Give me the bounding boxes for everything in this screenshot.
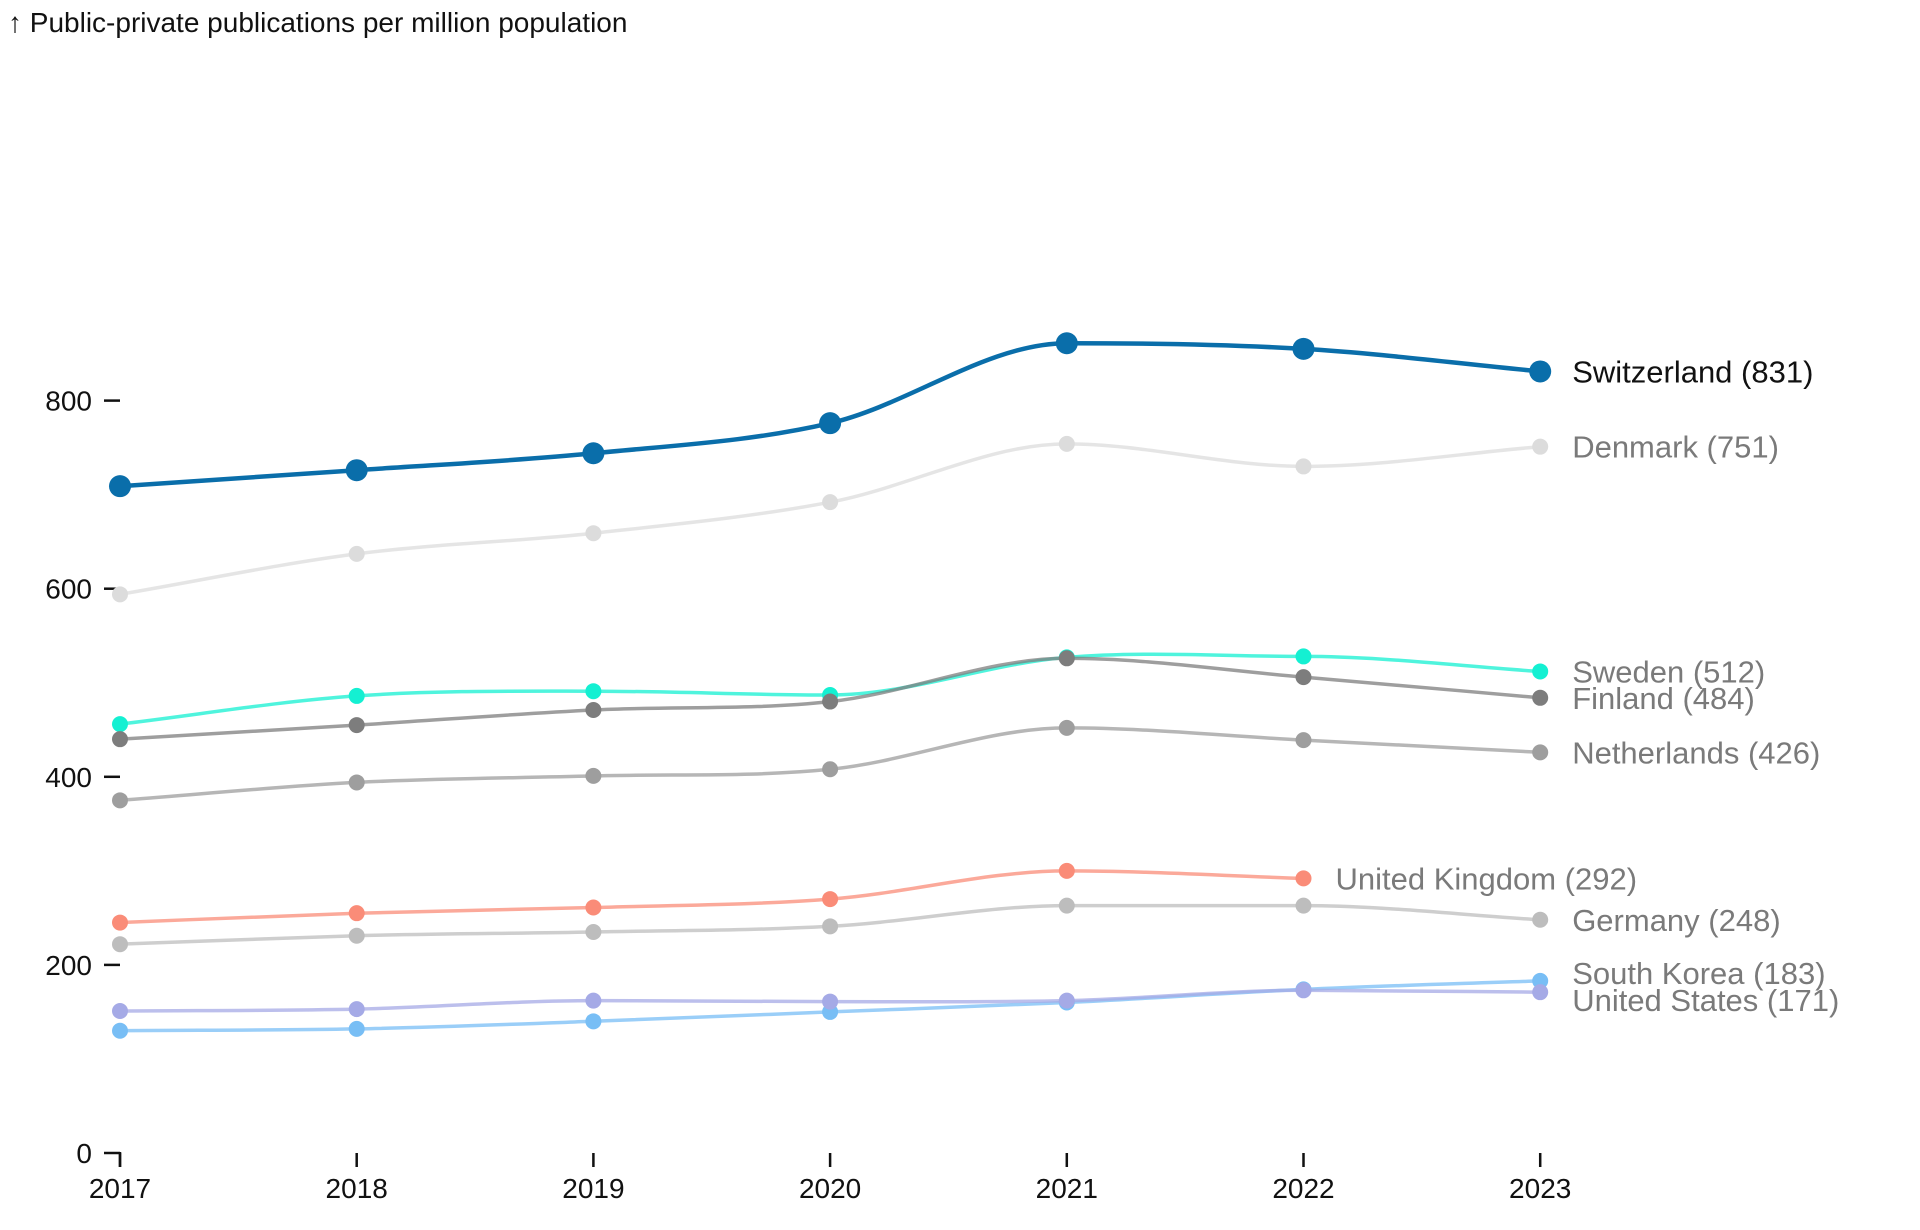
data-point-united-states [585,992,602,1009]
data-point-denmark [348,545,365,562]
x-tick-label: 2018 [326,1173,388,1204]
data-point-netherlands [1532,744,1549,761]
series-line-denmark [118,442,1542,597]
data-point-united-states [1295,982,1312,999]
y-tick-label: 600 [45,574,92,605]
series-netherlands [112,719,1549,809]
y-axis: 0 200 400 600 800 [45,386,120,1169]
series-united-kingdom [112,862,1312,931]
series-switzerland [109,332,1552,498]
data-point-netherlands [1295,732,1312,749]
data-point-finland [1295,669,1312,686]
data-point-south-korea [112,1022,128,1039]
end-label-germany: Germany (248) [1572,903,1780,938]
data-point-south-korea [348,1020,365,1037]
data-point-germany [585,923,602,940]
data-point-finland [348,717,365,734]
data-point-united-kingdom [1295,870,1312,887]
series-line-united-kingdom [118,869,1306,925]
data-point-united-states [1532,984,1549,1001]
end-label-south-korea: South Korea (183) [1572,956,1825,991]
end-label-denmark: Denmark (751) [1572,430,1779,465]
x-tick-label: 2017 [89,1173,151,1204]
end-label-united-states: United States (171) [1572,983,1839,1018]
end-labels: Denmark (751) Sweden (512)Finland (484) Ne… [1336,354,1840,1018]
x-tick-label: 2023 [1509,1173,1571,1204]
series-united-states [112,982,1549,1019]
data-point-united-kingdom [348,905,365,922]
y-tick-label: 400 [45,762,92,793]
data-point-denmark [1295,458,1312,475]
data-point-finland [822,693,839,710]
data-point-united-states [112,1002,128,1019]
x-tick-label: 2019 [562,1173,624,1204]
data-point-sweden [585,683,602,700]
data-point-united-kingdom [1058,862,1075,879]
data-point-netherlands [585,767,602,784]
data-point-germany [1532,911,1549,928]
data-point-united-kingdom [585,899,602,916]
data-point-germany [112,936,128,953]
data-point-sweden [1532,663,1549,680]
data-point-denmark [1532,438,1549,455]
data-point-finland [585,702,602,719]
data-point-south-korea [585,1013,602,1030]
end-label-sweden: Sweden (512) [1572,654,1765,689]
x-axis: 2017 2018 2019 2020 2021 2022 2023 [89,1152,1571,1204]
data-point-switzerland [1529,360,1552,383]
data-point-denmark [112,586,128,603]
data-point-netherlands [348,774,365,791]
data-point-united-states [348,1001,365,1018]
series-sweden [112,648,1549,733]
y-tick-label: 200 [45,950,92,981]
data-point-germany [822,918,839,935]
data-point-united-states [822,993,839,1010]
end-label-netherlands: Netherlands (426) [1572,735,1820,770]
data-point-denmark [1058,435,1075,452]
data-point-finland [1532,689,1549,706]
data-point-netherlands [822,761,839,778]
data-point-denmark [822,494,839,511]
y-tick-label: 800 [45,386,92,417]
series-layer [109,332,1552,1039]
data-point-sweden [1295,648,1312,665]
y-axis-title: ↑ Public-private publications per millio… [8,7,627,38]
end-label-switzerland: Switzerland (831) [1572,354,1813,389]
data-point-netherlands [1058,719,1075,736]
data-point-netherlands [112,792,128,809]
data-point-switzerland [819,412,842,435]
data-point-switzerland [1292,337,1315,360]
x-tick-label: 2021 [1036,1173,1098,1204]
x-tick-label: 2020 [799,1173,861,1204]
data-point-sweden [348,687,365,704]
x-tick-label: 2022 [1272,1173,1334,1204]
data-point-south-korea [1532,972,1549,989]
data-point-sweden [112,716,128,733]
series-germany [112,897,1549,953]
end-label-united-kingdom: United Kingdom (292) [1336,861,1638,896]
data-point-switzerland [109,475,131,498]
data-point-switzerland [582,442,605,465]
end-label-finland: Finland (484) [1572,681,1755,716]
data-point-united-kingdom [822,891,839,908]
data-point-finland [1058,650,1075,667]
series-finland [112,650,1549,748]
y-tick-label: 0 [76,1138,92,1169]
data-point-united-states [1058,992,1075,1009]
data-point-switzerland [1055,332,1078,355]
data-point-switzerland [345,459,368,482]
data-point-finland [112,731,128,748]
data-point-united-kingdom [112,914,128,931]
data-point-germany [348,927,365,944]
data-point-germany [1295,897,1312,914]
series-denmark [112,435,1549,603]
data-point-germany [1058,897,1075,914]
data-point-denmark [585,525,602,542]
